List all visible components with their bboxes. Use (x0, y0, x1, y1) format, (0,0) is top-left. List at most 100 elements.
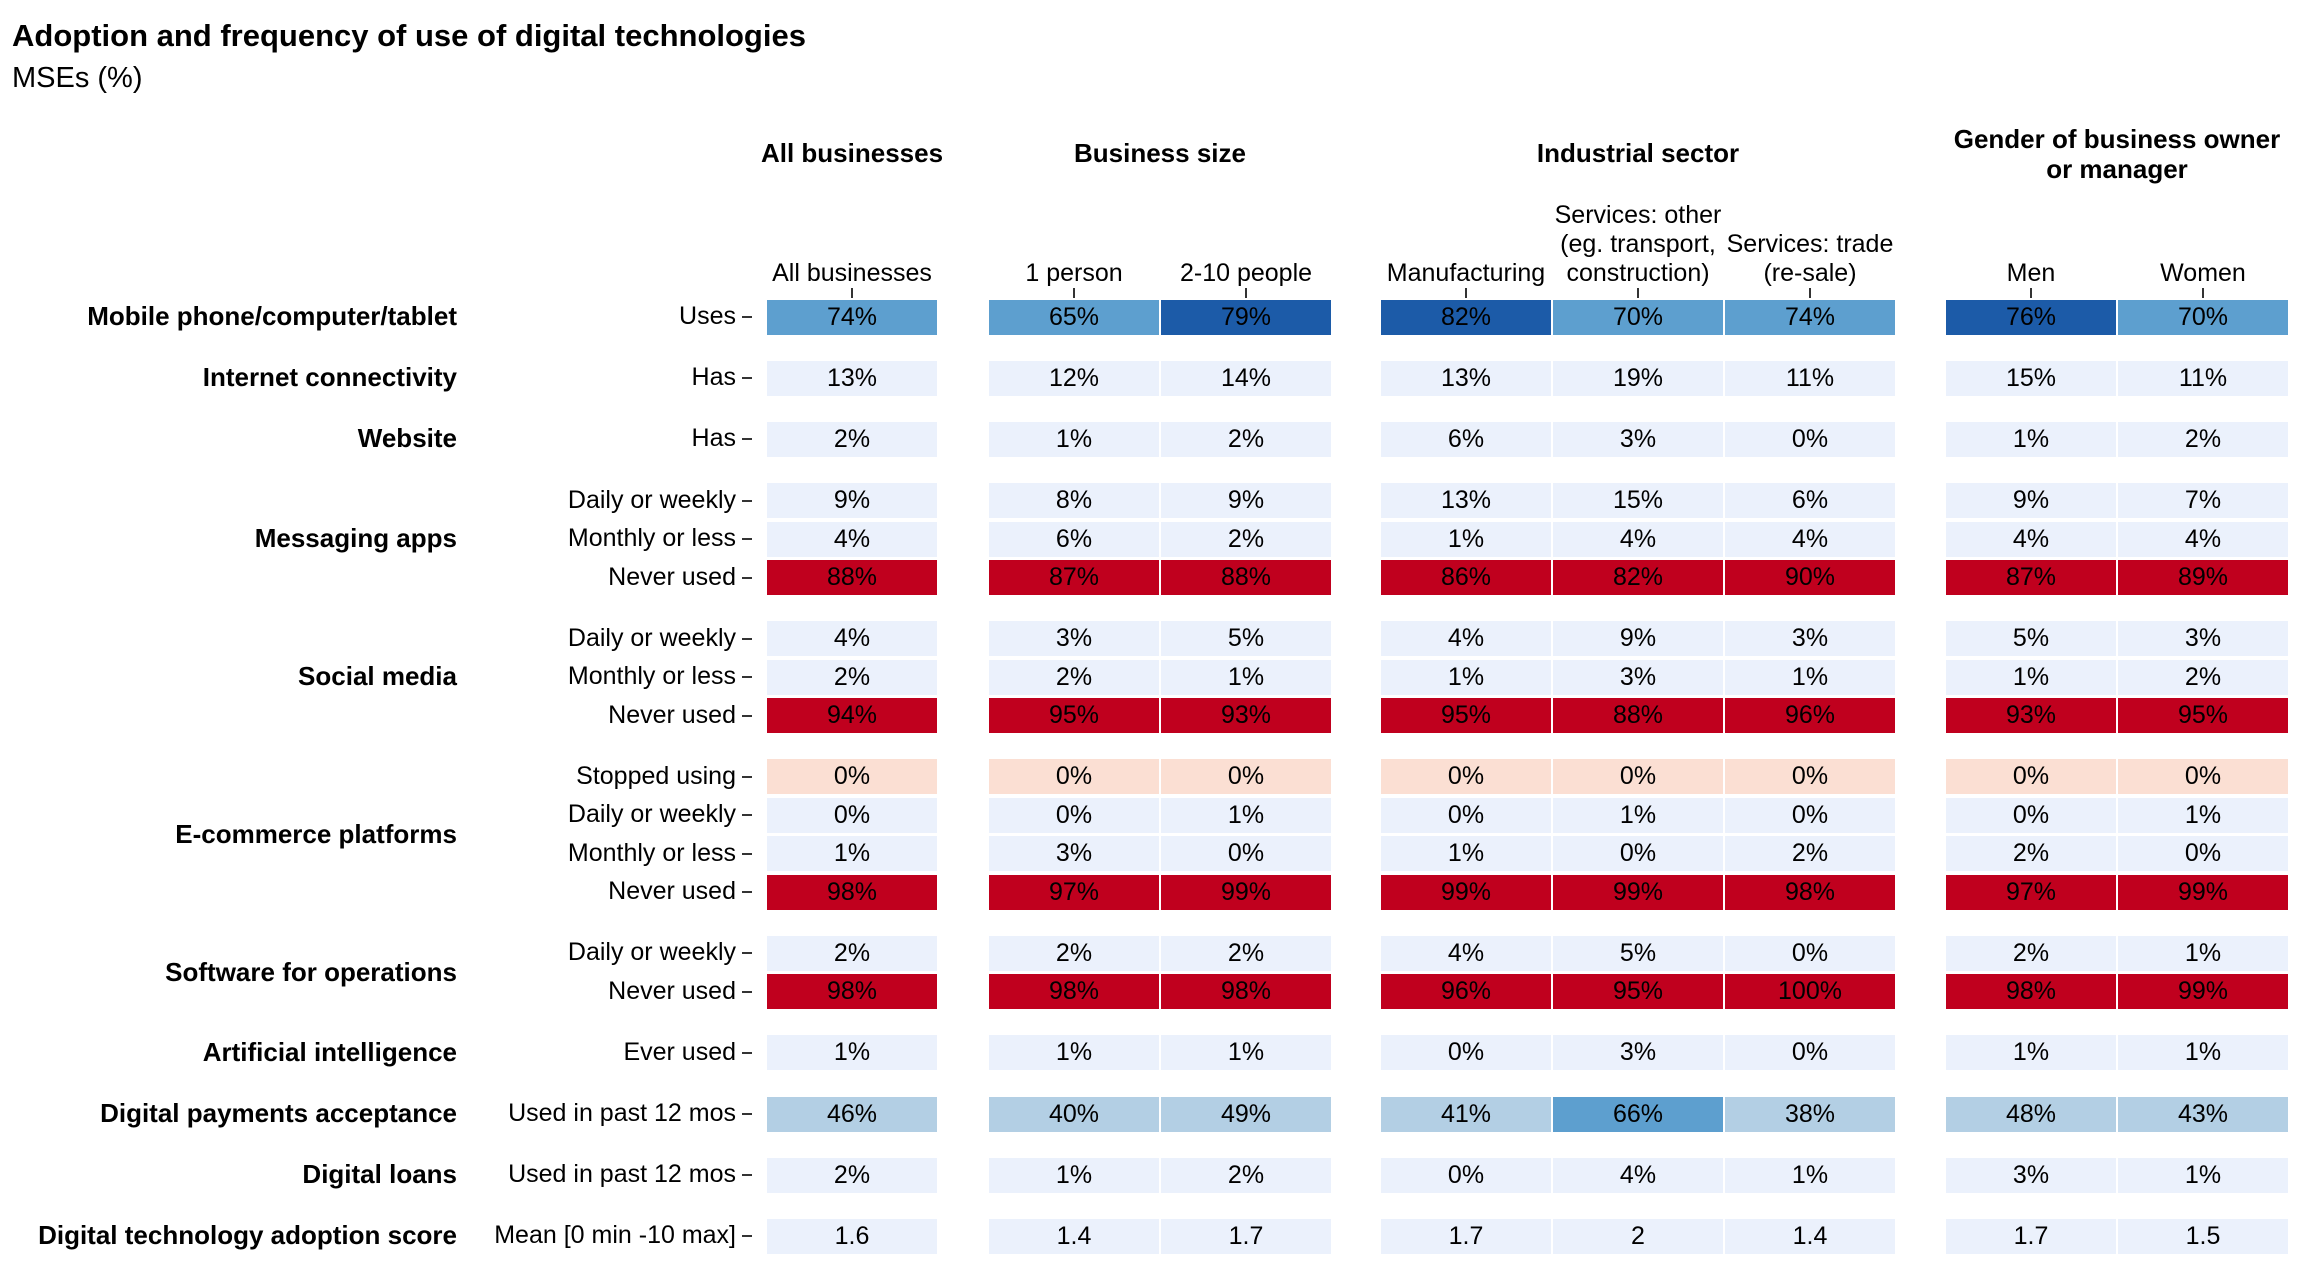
row-tick (742, 814, 752, 817)
heatmap-cell: 15% (1945, 359, 2117, 397)
row-tick (742, 1174, 752, 1177)
heatmap-cell: 2% (1945, 835, 2117, 873)
group-label: Business size (1074, 138, 1246, 168)
category-label: Software for operations (165, 956, 457, 987)
heatmap-cell: 95% (1380, 697, 1552, 735)
heatmap-cell: 1.4 (1724, 1217, 1896, 1255)
heatmap-cell: 90% (1724, 559, 1896, 597)
row-tick (742, 499, 752, 502)
column-tick (851, 288, 853, 298)
heatmap-cell: 0% (1552, 835, 1724, 873)
heatmap-cell: 97% (1945, 873, 2117, 911)
row-label: Daily or weekly (567, 623, 736, 652)
heatmap-cell: 93% (1160, 697, 1332, 735)
heatmap-cell: 93% (1945, 697, 2117, 735)
column-tick (1637, 288, 1639, 298)
row-label: Has (691, 424, 736, 453)
heatmap-cell: 6% (1724, 482, 1896, 520)
heatmap-cell: 49% (1160, 1095, 1332, 1133)
heatmap-cell: 3% (2117, 620, 2289, 658)
row-label: Never used (608, 877, 736, 906)
chart-title: Adoption and frequency of use of digital… (12, 18, 806, 53)
heatmap-cell: 2% (1160, 420, 1332, 458)
heatmap-cell: 1% (1945, 658, 2117, 696)
heatmap-cell: 0% (1380, 758, 1552, 796)
heatmap-cell: 87% (1945, 559, 2117, 597)
heatmap-cell: 1% (1380, 835, 1552, 873)
column-tick (2202, 288, 2204, 298)
column-label: 2-10 people (1179, 259, 1313, 287)
heatmap-cell: 9% (1160, 482, 1332, 520)
row-label: Never used (608, 976, 736, 1005)
heatmap-cell: 88% (1552, 697, 1724, 735)
column-label: 1 person (1025, 259, 1123, 287)
heatmap-cell: 66% (1552, 1095, 1724, 1133)
heatmap-cell: 0% (2117, 758, 2289, 796)
category-label: Digital loans (302, 1159, 457, 1190)
heatmap-cell: 14% (1160, 359, 1332, 397)
heatmap-cell: 96% (1380, 973, 1552, 1011)
row-label: Uses (679, 302, 736, 331)
heatmap-cell: 0% (2117, 835, 2289, 873)
heatmap-cell: 1% (2117, 1156, 2289, 1194)
column-tick (1809, 288, 1811, 298)
heatmap-cell: 98% (1724, 873, 1896, 911)
category-label: Internet connectivity (202, 362, 457, 393)
row-label: Daily or weekly (567, 938, 736, 967)
heatmap-cell: 8% (988, 482, 1160, 520)
heatmap-cell: 43% (2117, 1095, 2289, 1133)
heatmap-cell: 3% (1724, 620, 1896, 658)
heatmap-cell: 2% (2117, 658, 2289, 696)
heatmap-cell: 98% (766, 973, 938, 1011)
category-label: Social media (298, 661, 457, 692)
row-tick (742, 1113, 752, 1116)
heatmap-cell: 95% (988, 697, 1160, 735)
heatmap-cell: 74% (766, 298, 938, 336)
heatmap-cell: 4% (766, 520, 938, 558)
heatmap-cell: 2 (1552, 1217, 1724, 1255)
heatmap-cell: 2% (2117, 420, 2289, 458)
heatmap-cell: 0% (1945, 796, 2117, 834)
column-tick (1465, 288, 1467, 298)
heatmap-cell: 1% (1380, 520, 1552, 558)
row-tick (742, 438, 752, 441)
category-label: Artificial intelligence (202, 1036, 457, 1067)
heatmap-cell: 6% (988, 520, 1160, 558)
heatmap-cell: 1.7 (1380, 1217, 1552, 1255)
column-tick (2030, 288, 2032, 298)
column-tick (1245, 288, 1247, 298)
heatmap-cell: 1% (766, 1034, 938, 1072)
heatmap-cell: 74% (1724, 298, 1896, 336)
heatmap-cell: 1.6 (766, 1217, 938, 1255)
heatmap-cell: 5% (1160, 620, 1332, 658)
heatmap-cell: 3% (1552, 658, 1724, 696)
heatmap-cell: 4% (1552, 520, 1724, 558)
heatmap-cell: 4% (1380, 620, 1552, 658)
heatmap-cell: 70% (1552, 298, 1724, 336)
heatmap-cell: 99% (1552, 873, 1724, 911)
heatmap-cell: 0% (1160, 835, 1332, 873)
heatmap-cell: 100% (1724, 973, 1896, 1011)
row-label: Used in past 12 mos (508, 1160, 736, 1189)
heatmap-cell: 5% (1945, 620, 2117, 658)
heatmap-cell: 82% (1552, 559, 1724, 597)
heatmap-cell: 13% (766, 359, 938, 397)
row-label: Daily or weekly (567, 485, 736, 514)
heatmap-cell: 98% (1945, 973, 2117, 1011)
heatmap-cell: 95% (1552, 973, 1724, 1011)
row-label: Never used (608, 700, 736, 729)
row-tick (742, 576, 752, 579)
heatmap-cell: 87% (988, 559, 1160, 597)
column-label: All businesses (772, 259, 932, 287)
heatmap-cell: 99% (2117, 973, 2289, 1011)
row-tick (742, 676, 752, 679)
heatmap-cell: 98% (1160, 973, 1332, 1011)
heatmap-cell: 4% (1724, 520, 1896, 558)
row-label: Used in past 12 mos (508, 1099, 736, 1128)
heatmap-cell: 1% (1945, 420, 2117, 458)
row-label: Never used (608, 562, 736, 591)
heatmap-cell: 2% (1945, 934, 2117, 972)
heatmap-cell: 3% (988, 620, 1160, 658)
heatmap-cell: 0% (1724, 796, 1896, 834)
